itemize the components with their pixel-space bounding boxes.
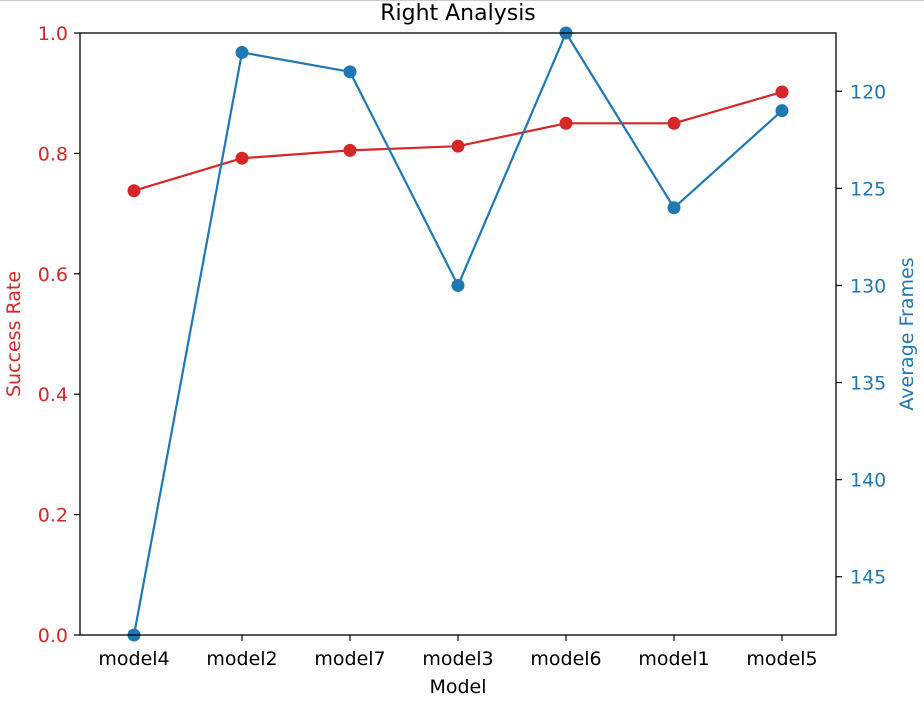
series-layer (127, 26, 789, 642)
data-point (451, 278, 465, 292)
right-tick-label: 120 (850, 81, 886, 103)
data-point (343, 65, 357, 79)
left-axis-label: Success Rate (3, 271, 25, 397)
left-tick-label: 0.0 (38, 625, 68, 647)
data-point (235, 45, 249, 59)
right-tick-label: 145 (850, 567, 886, 589)
x-tick-label: model3 (422, 648, 493, 670)
right-tick-label: 135 (850, 373, 886, 395)
left-tick-label: 0.4 (38, 384, 68, 406)
series-line (132, 31, 783, 636)
data-point (775, 85, 789, 99)
x-tick-label: model1 (638, 648, 709, 670)
right-axis-ticks: 120 125 130 135 140 145 (836, 81, 886, 589)
data-point (451, 139, 465, 153)
x-tick-label: model5 (746, 648, 817, 670)
series-success-rate (127, 85, 789, 198)
x-axis-label: Model (429, 676, 486, 698)
plot-frame (79, 32, 837, 636)
x-tick-label: model6 (530, 648, 601, 670)
right-tick-label: 140 (850, 470, 886, 492)
x-tick-label: model7 (314, 648, 385, 670)
x-tick-label: model4 (98, 648, 169, 670)
chart-title: Right Analysis (380, 1, 536, 26)
data-point (775, 104, 789, 118)
data-point (343, 143, 357, 157)
right-axis-label: Average Frames (896, 257, 918, 410)
data-point (559, 116, 573, 130)
x-axis-ticks: model4 model2 model7 model3 model6 model1 mode… (98, 635, 818, 670)
data-point (127, 184, 141, 198)
x-tick-label: model2 (206, 648, 277, 670)
left-tick-label: 0.2 (38, 505, 68, 527)
data-point (667, 201, 681, 215)
left-tick-label: 0.6 (38, 264, 68, 286)
data-point (235, 151, 249, 165)
left-tick-label: 0.8 (38, 143, 68, 165)
data-point (667, 116, 681, 130)
right-tick-label: 125 (850, 178, 886, 200)
left-tick-label: 1.0 (38, 23, 68, 45)
right-tick-label: 130 (850, 275, 886, 297)
left-axis-ticks: 0.0 0.2 0.4 0.6 0.8 1.0 (38, 23, 80, 647)
